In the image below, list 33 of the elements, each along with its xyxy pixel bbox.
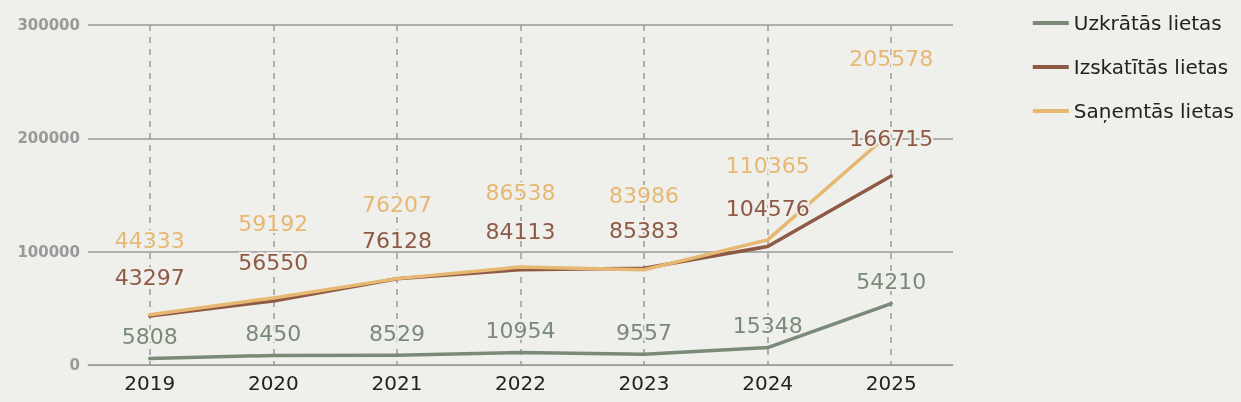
data-label: 56550 bbox=[238, 250, 309, 276]
data-label: 85383 bbox=[609, 217, 680, 243]
data-label: 76207 bbox=[361, 192, 432, 218]
data-label: 44333 bbox=[114, 228, 185, 254]
data-label: 86538 bbox=[485, 180, 556, 206]
data-label: 43297 bbox=[114, 265, 185, 291]
data-label: 8529 bbox=[368, 320, 425, 346]
data-label: 84113 bbox=[485, 219, 556, 245]
data-label: 83986 bbox=[609, 183, 680, 209]
x-tick-label: 2019 bbox=[124, 371, 176, 395]
y-tick-label: 300000 bbox=[17, 16, 80, 34]
data-label: 15348 bbox=[732, 313, 803, 339]
y-tick-label: 200000 bbox=[17, 129, 80, 148]
data-label: 54210 bbox=[856, 269, 927, 295]
data-label: 8450 bbox=[245, 320, 302, 346]
data-label: 10954 bbox=[485, 318, 556, 344]
x-tick-label: 2020 bbox=[247, 371, 299, 395]
x-tick-label: 2024 bbox=[742, 371, 794, 395]
legend-label: Uzkrātās lietas bbox=[1073, 11, 1222, 35]
legend-label: Saņemtās lietas bbox=[1073, 99, 1235, 123]
y-tick-label: 0 bbox=[69, 356, 80, 374]
data-label: 5808 bbox=[121, 323, 178, 349]
x-tick-label: 2025 bbox=[865, 371, 917, 395]
x-tick-label: 2023 bbox=[618, 371, 670, 395]
legend-label: Izskatītās lietas bbox=[1073, 55, 1229, 79]
data-label: 76128 bbox=[361, 228, 432, 254]
data-label: 205578 bbox=[849, 45, 934, 71]
data-label: 110365 bbox=[725, 153, 810, 179]
data-label: 9557 bbox=[616, 319, 673, 345]
data-label: 59192 bbox=[238, 211, 309, 237]
x-tick-label: 2022 bbox=[495, 371, 546, 395]
y-tick-label: 100000 bbox=[17, 242, 80, 261]
x-tick-label: 2021 bbox=[371, 371, 423, 395]
